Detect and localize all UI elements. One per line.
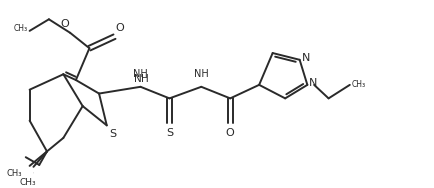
- Text: N: N: [133, 74, 141, 84]
- Text: /: /: [33, 172, 34, 173]
- Text: CH₃: CH₃: [13, 24, 28, 33]
- Text: S: S: [165, 128, 173, 138]
- Text: O: O: [60, 19, 69, 29]
- Text: CH₃: CH₃: [7, 169, 22, 178]
- Text: O: O: [225, 128, 234, 138]
- Text: NH: NH: [133, 69, 148, 79]
- Text: S: S: [109, 129, 116, 139]
- Text: H: H: [141, 74, 149, 84]
- Text: NH: NH: [194, 69, 208, 79]
- Text: N: N: [309, 78, 317, 88]
- Text: CH₃: CH₃: [20, 178, 36, 187]
- Text: O: O: [115, 23, 124, 33]
- Text: CH₃: CH₃: [351, 80, 365, 89]
- Text: N: N: [301, 53, 309, 63]
